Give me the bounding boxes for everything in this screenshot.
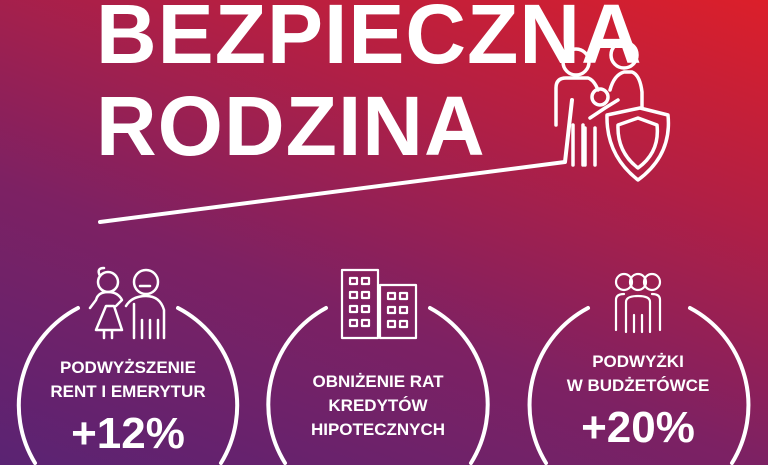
elderly-couple-icon <box>88 266 166 340</box>
item-3-line-2: W BUDŻETÓWCE <box>566 376 710 395</box>
item-3-value: +20% <box>581 403 695 452</box>
circle-frame-1 <box>16 306 240 465</box>
circle-frame-2 <box>266 306 490 465</box>
item-2-line-3: HIPOTECZNYCH <box>310 420 446 439</box>
people-group-icon <box>614 272 662 334</box>
item-1-line-1: PODWYŻSZENIE <box>59 358 196 377</box>
item-3-line-1: PODWYŻKI <box>592 352 684 371</box>
title-line-2: RODZINA <box>96 79 486 173</box>
title-line-1: BEZPIECZNA <box>96 0 643 81</box>
item-2-line-2: KREDYTÓW <box>328 396 428 415</box>
item-1-value: +12% <box>71 409 185 458</box>
item-2-line-1: OBNIŻENIE RAT <box>312 372 444 391</box>
item-1-line-2: RENT I EMERYTUR <box>50 382 206 401</box>
family-shield-icon <box>554 40 671 182</box>
circle-frame-3 <box>527 306 751 465</box>
item-3-label: PODWYŻKI W BUDŻETÓWCE <box>528 350 748 398</box>
item-1-label: PODWYŻSZENIE RENT I EMERYTUR <box>18 356 238 404</box>
title-underline <box>98 98 574 224</box>
buildings-icon <box>340 268 418 340</box>
item-2-label: OBNIŻENIE RAT KREDYTÓW HIPOTECZNYCH <box>268 370 488 442</box>
